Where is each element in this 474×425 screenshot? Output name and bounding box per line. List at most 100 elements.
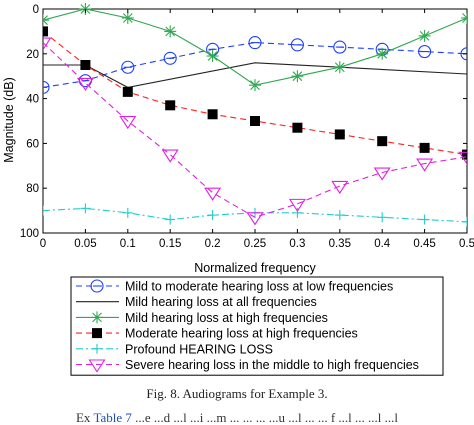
legend-label: Mild hearing loss at high frequencies bbox=[125, 311, 328, 325]
x-tick-label: 0.1 bbox=[120, 238, 136, 250]
legend-label: Severe hearing loss in the middle to hig… bbox=[125, 358, 419, 372]
x-tick-label: 0 bbox=[40, 238, 46, 250]
data-point-marker bbox=[206, 50, 219, 63]
data-point-marker bbox=[80, 203, 91, 214]
series-line bbox=[43, 62, 467, 88]
series-2 bbox=[43, 62, 467, 88]
series-5 bbox=[43, 203, 467, 227]
data-point-marker bbox=[165, 100, 176, 111]
x-tick-label: 0.25 bbox=[244, 238, 266, 250]
data-point-marker bbox=[43, 37, 52, 51]
data-point-marker bbox=[418, 29, 431, 42]
data-point-marker bbox=[250, 116, 260, 126]
data-point-marker bbox=[376, 47, 389, 60]
data-point-marker bbox=[377, 136, 388, 147]
data-point-marker bbox=[334, 129, 345, 140]
x-tick-label: 0.05 bbox=[74, 238, 96, 250]
legend-entry: Mild hearing loss at high frequencies bbox=[76, 311, 328, 325]
series-3 bbox=[43, 3, 467, 92]
legend-label: Mild to moderate hearing loss at low fre… bbox=[125, 280, 393, 294]
table-reference-link[interactable]: Table 7 bbox=[93, 410, 132, 425]
y-tick-label: 80 bbox=[26, 183, 39, 195]
series-line bbox=[43, 30, 467, 156]
data-point-marker bbox=[333, 40, 347, 54]
legend-label: Moderate hearing loss at high frequencie… bbox=[125, 327, 358, 341]
data-point-marker bbox=[461, 11, 467, 24]
x-tick-label: 0.35 bbox=[329, 238, 351, 250]
data-point-marker bbox=[462, 216, 467, 227]
y-tick-label: 0 bbox=[33, 4, 39, 16]
x-tick-label: 0.2 bbox=[205, 238, 221, 250]
series-line bbox=[43, 42, 467, 218]
y-tick-label: 100 bbox=[20, 228, 39, 240]
x-tick-label: 0.3 bbox=[289, 238, 305, 250]
data-point-marker bbox=[288, 198, 306, 213]
legend: Mild to moderate hearing loss at low fre… bbox=[70, 276, 444, 376]
x-tick-label: 0.4 bbox=[374, 238, 391, 250]
x-tick-label: 0.15 bbox=[159, 238, 181, 250]
data-point-marker bbox=[43, 205, 48, 216]
legend-marker bbox=[92, 343, 102, 354]
data-point-marker bbox=[122, 86, 133, 97]
data-point-marker bbox=[418, 45, 432, 59]
y-tick-label: 40 bbox=[26, 94, 39, 106]
legend-entry: Severe hearing loss in the middle to hig… bbox=[76, 358, 419, 373]
data-point-marker bbox=[249, 79, 261, 92]
legend-entry: Moderate hearing loss at high frequencie… bbox=[76, 327, 358, 341]
figure-caption: Fig. 8. Audiograms for Example 3. bbox=[146, 386, 328, 401]
data-point-marker bbox=[164, 25, 177, 38]
body-text-lead: Ex bbox=[75, 410, 91, 425]
data-point-marker bbox=[334, 210, 345, 221]
series-6 bbox=[43, 37, 467, 226]
series-4 bbox=[43, 26, 467, 160]
legend-marker bbox=[92, 328, 102, 339]
y-axis-label: Magnitude (dB) bbox=[2, 77, 16, 162]
data-point-marker bbox=[76, 77, 94, 92]
audiogram-chart: 0 0.05 0.1 0.15 0.2 0.25 0.3 0.35 0.4 0.45 0.5 0 20 4… bbox=[2, 3, 474, 376]
y-tick-label: 60 bbox=[26, 138, 39, 150]
legend-label: Mild hearing loss at all frequencies bbox=[125, 295, 317, 309]
data-point-marker bbox=[207, 210, 218, 221]
legend-label: Profound HEARING LOSS bbox=[125, 342, 273, 356]
x-axis-label: Normalized frequency bbox=[194, 261, 316, 275]
data-point-marker bbox=[419, 142, 430, 153]
legend-marker bbox=[90, 279, 104, 293]
data-point-marker bbox=[462, 149, 467, 160]
x-tick-label: 0.5 bbox=[459, 238, 474, 250]
data-point-marker bbox=[333, 61, 346, 74]
data-point-marker bbox=[161, 149, 179, 163]
data-point-marker bbox=[122, 207, 133, 218]
data-point-marker bbox=[458, 151, 467, 165]
legend-entry: Profound HEARING LOSS bbox=[76, 342, 273, 356]
legend-box bbox=[70, 276, 444, 376]
data-point-marker bbox=[121, 11, 134, 24]
data-point-marker bbox=[119, 115, 137, 130]
legend-entry: Mild to moderate hearing loss at low fre… bbox=[76, 279, 393, 294]
body-text-fragment: Ex Table 7 ...e ...d ...l ...i ...m ... … bbox=[0, 410, 474, 425]
data-point-marker bbox=[377, 212, 388, 223]
plot-area bbox=[42, 3, 468, 234]
data-point-marker bbox=[291, 70, 304, 83]
series-1 bbox=[43, 36, 467, 94]
legend-marker bbox=[91, 311, 103, 324]
y-tick-label: 20 bbox=[26, 49, 39, 61]
data-point-marker bbox=[373, 167, 391, 181]
data-point-marker bbox=[292, 207, 303, 218]
data-point-marker bbox=[246, 212, 264, 226]
axis-ticks: 0 0.05 0.1 0.15 0.2 0.25 0.3 0.35 0.4 0.45 0.5 0 20 4… bbox=[20, 4, 474, 250]
data-point-marker bbox=[248, 36, 262, 50]
data-point-marker bbox=[80, 60, 91, 70]
data-point-marker bbox=[416, 158, 434, 172]
data-point-marker bbox=[163, 51, 177, 65]
data-point-marker bbox=[78, 74, 92, 88]
data-point-marker bbox=[292, 122, 303, 133]
data-point-marker bbox=[207, 109, 218, 120]
x-tick-label: 0.45 bbox=[413, 238, 435, 250]
data-point-marker bbox=[204, 187, 222, 201]
data-point-marker bbox=[43, 80, 50, 94]
data-point-marker bbox=[331, 180, 349, 195]
body-text-rest: ...e ...d ...l ...i ...m ... ... ... ...… bbox=[131, 410, 399, 425]
series-line bbox=[43, 42, 467, 88]
data-point-marker bbox=[419, 214, 430, 225]
data-point-marker bbox=[165, 214, 176, 225]
